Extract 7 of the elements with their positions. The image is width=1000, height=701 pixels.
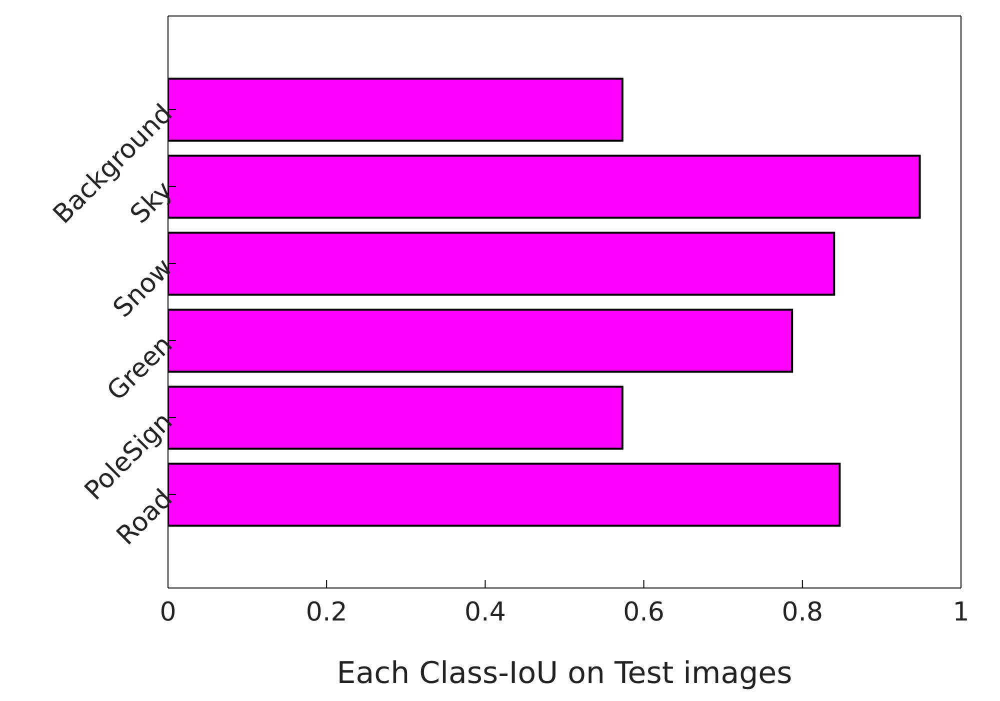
x-tick-label: 0.6	[623, 597, 664, 628]
x-axis-title: Each Class-IoU on Test images	[336, 656, 792, 691]
x-tick-label: 1	[952, 597, 970, 628]
x-tick-label: 0.2	[306, 597, 348, 628]
x-tick-label: 0.4	[464, 597, 506, 628]
x-tick-label: 0	[160, 597, 176, 628]
x-tick-label: 0.8	[782, 597, 824, 628]
